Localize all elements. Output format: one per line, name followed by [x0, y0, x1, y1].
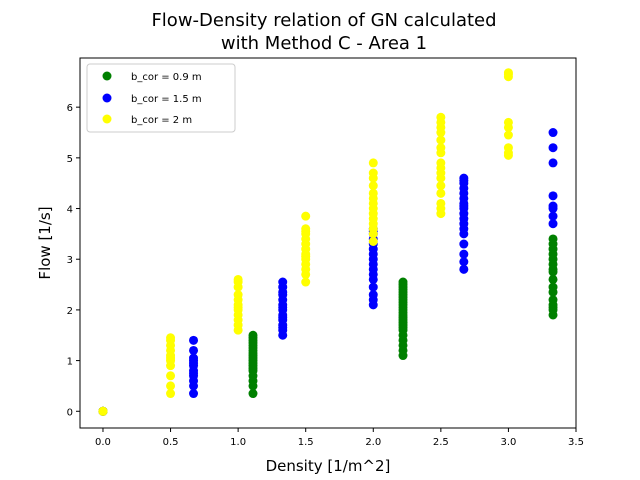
- data-point: [368, 168, 378, 178]
- data-point: [436, 181, 446, 191]
- data-point: [548, 274, 558, 284]
- data-point: [548, 295, 558, 305]
- x-tick-label: 1.5: [298, 437, 314, 448]
- data-point: [301, 211, 311, 221]
- legend-label-series-2: b_cor = 1.5 m: [131, 94, 202, 105]
- data-point: [233, 290, 243, 300]
- data-point: [459, 249, 469, 259]
- legend-label-series-1: b_cor = 0.9 m: [131, 72, 202, 83]
- x-tick-label: 1.0: [230, 437, 246, 448]
- x-tick-label: 3.0: [500, 437, 516, 448]
- data-point: [368, 158, 378, 168]
- data-point: [248, 389, 258, 399]
- data-point: [368, 236, 378, 246]
- legend-label-series-3: b_cor = 2 m: [131, 115, 192, 126]
- y-axis-label: Flow [1/s]: [36, 206, 54, 279]
- data-point: [189, 335, 199, 345]
- data-point: [301, 224, 311, 234]
- plot-area-frame: [79, 57, 577, 429]
- data-point: [548, 211, 558, 221]
- axis-ticks: 0.0 0.5 1.0 1.5 2.0 2.5 3.0 3.5 0 1 2 3 4 5 6: [67, 103, 584, 448]
- data-point: [436, 135, 446, 145]
- legend-marker-series-3: [102, 114, 112, 124]
- data-point: [233, 274, 243, 284]
- data-point: [166, 389, 176, 399]
- y-tick-label: 1: [67, 357, 73, 368]
- data-point: [503, 143, 513, 153]
- data-point: [436, 143, 446, 153]
- data-point: [548, 282, 558, 292]
- x-tick-label: 2.0: [365, 437, 381, 448]
- data-point: [368, 282, 378, 292]
- data-point: [459, 173, 469, 183]
- data-point: [368, 181, 378, 191]
- data-point: [98, 406, 108, 416]
- data-point: [548, 191, 558, 201]
- legend: b_cor = 0.9 m b_cor = 1.5 m b_cor = 2 m: [86, 63, 236, 133]
- legend-marker-series-2: [102, 93, 112, 103]
- data-point: [248, 330, 258, 340]
- data-point: [548, 302, 558, 312]
- data-point: [503, 68, 513, 78]
- data-point: [503, 117, 513, 127]
- data-point: [166, 371, 176, 381]
- data-point: [189, 353, 199, 363]
- data-point: [548, 234, 558, 244]
- x-tick-label: 3.5: [568, 437, 584, 448]
- data-point: [368, 290, 378, 300]
- data-point: [398, 277, 408, 287]
- y-tick-label: 4: [67, 205, 73, 216]
- data-point: [368, 188, 378, 198]
- x-tick-label: 0.0: [95, 437, 111, 448]
- data-point: [436, 112, 446, 122]
- series-2: [98, 128, 558, 416]
- data-point: [301, 277, 311, 287]
- data-point: [166, 333, 176, 343]
- y-tick-label: 6: [67, 103, 73, 114]
- legend-marker-series-1: [102, 71, 112, 81]
- chart-title-line-2: with Method C - Area 1: [221, 33, 427, 54]
- y-tick-label: 2: [67, 306, 73, 317]
- data-point: [459, 264, 469, 274]
- data-point: [548, 219, 558, 229]
- x-tick-label: 2.5: [433, 437, 449, 448]
- series-3: [98, 68, 513, 416]
- x-tick-label: 0.5: [163, 437, 179, 448]
- y-tick-label: 5: [67, 154, 73, 165]
- data-point: [278, 277, 288, 287]
- data-point: [189, 389, 199, 399]
- data-point: [189, 345, 199, 355]
- data-points: [98, 68, 558, 416]
- data-point: [436, 198, 446, 208]
- data-point: [436, 158, 446, 168]
- data-point: [503, 130, 513, 140]
- data-point: [548, 158, 558, 168]
- legend-box: [86, 63, 236, 133]
- data-point: [548, 128, 558, 138]
- data-point: [436, 188, 446, 198]
- data-point: [548, 201, 558, 211]
- data-point: [459, 257, 469, 267]
- data-point: [459, 239, 469, 249]
- data-point: [166, 381, 176, 391]
- y-tick-label: 0: [67, 407, 73, 418]
- x-axis-label: Density [1/m^2]: [266, 457, 391, 475]
- chart-title-line-1: Flow-Density relation of GN calculated: [151, 10, 496, 31]
- y-tick-label: 3: [67, 255, 73, 266]
- data-point: [548, 143, 558, 153]
- data-point: [548, 264, 558, 274]
